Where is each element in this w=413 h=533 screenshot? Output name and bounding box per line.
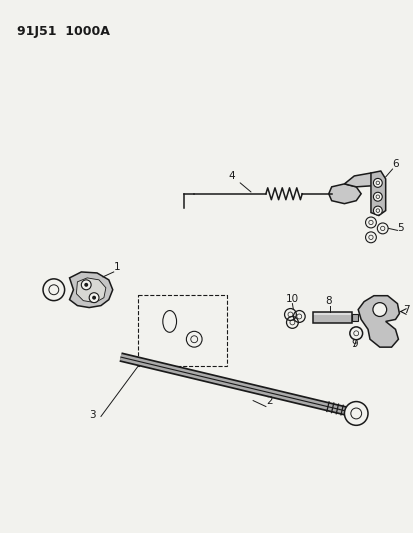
Circle shape [365, 232, 375, 243]
Circle shape [43, 279, 64, 301]
Text: 1: 1 [114, 262, 120, 272]
Circle shape [186, 332, 202, 347]
Circle shape [376, 223, 387, 234]
Text: 5: 5 [396, 223, 403, 233]
Bar [312, 311, 351, 324]
Circle shape [373, 179, 381, 187]
Polygon shape [357, 296, 399, 347]
Circle shape [349, 327, 362, 340]
Polygon shape [344, 173, 377, 189]
Circle shape [92, 296, 96, 300]
Circle shape [365, 217, 375, 228]
Circle shape [84, 283, 88, 287]
Polygon shape [328, 184, 360, 204]
Text: 8: 8 [324, 296, 331, 305]
Circle shape [89, 293, 99, 303]
Polygon shape [76, 278, 106, 303]
Polygon shape [69, 272, 112, 308]
Circle shape [81, 280, 91, 290]
Polygon shape [370, 171, 385, 215]
Text: 10: 10 [285, 294, 298, 304]
Bar [351, 313, 357, 321]
Circle shape [372, 303, 386, 317]
Text: 7: 7 [402, 304, 409, 314]
Circle shape [373, 206, 381, 215]
Bar [138, 295, 226, 366]
Text: 9: 9 [351, 339, 357, 349]
Circle shape [344, 401, 367, 425]
Text: 4: 4 [228, 171, 250, 192]
Text: 2: 2 [265, 395, 272, 406]
Text: 6: 6 [392, 159, 398, 169]
Text: 91J51  1000A: 91J51 1000A [17, 25, 109, 37]
Circle shape [373, 192, 381, 201]
Text: 3: 3 [89, 410, 95, 421]
